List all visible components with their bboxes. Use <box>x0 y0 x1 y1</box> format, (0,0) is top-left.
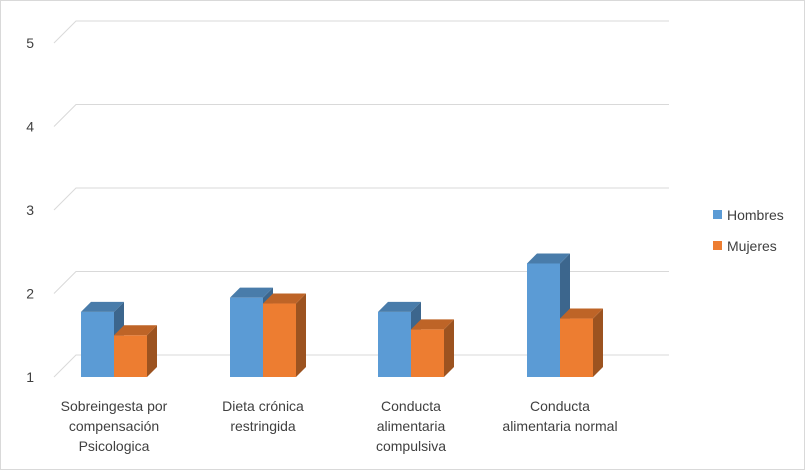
bar-top <box>81 301 124 312</box>
x-tick-label-line: alimentaria <box>377 418 446 434</box>
bar-front <box>527 263 560 377</box>
legend-label: Hombres <box>727 207 784 223</box>
bar-top <box>527 253 570 264</box>
x-tick-label-line: Conducta <box>530 398 590 414</box>
bar-front <box>378 311 411 377</box>
legend: Hombres Mujeres <box>713 207 784 254</box>
bar-front <box>230 297 263 377</box>
x-axis: Sobreingesta por compensación Psicologica D… <box>61 398 618 454</box>
bar-front <box>114 335 147 377</box>
y-tick-label: 1 <box>26 369 34 385</box>
bar-side <box>147 325 157 377</box>
gridlines <box>53 20 669 378</box>
bar-top <box>230 287 273 298</box>
x-tick-label-line: compensación <box>69 418 159 434</box>
gridline <box>53 20 669 44</box>
gridline <box>53 271 669 294</box>
bar <box>560 308 603 377</box>
bar-front <box>560 318 593 377</box>
bar-top <box>114 325 157 336</box>
bar <box>411 319 454 377</box>
x-tick-label-line: Sobreingesta por <box>61 398 168 414</box>
y-tick-label: 5 <box>26 35 34 51</box>
bar-front <box>411 329 444 377</box>
y-tick-label: 2 <box>26 286 34 302</box>
x-tick-label: Conducta alimentaria normal <box>502 398 617 434</box>
y-tick-label: 3 <box>26 202 34 218</box>
x-tick-label: Sobreingesta por compensación Psicologica <box>61 398 168 454</box>
x-tick-label: Conducta alimentaria compulsiva <box>376 398 446 454</box>
bar-top <box>411 319 454 330</box>
y-axis: 1 2 3 4 5 <box>26 35 34 385</box>
bar <box>263 293 306 377</box>
y-tick-label: 4 <box>26 119 34 135</box>
legend-label: Mujeres <box>727 238 777 254</box>
bars <box>81 253 603 377</box>
x-tick-label: Dieta crónica restringida <box>222 398 304 434</box>
bar-front <box>81 311 114 377</box>
bar-side <box>593 308 603 377</box>
bar-top <box>263 293 306 304</box>
bar-side <box>444 319 454 377</box>
x-tick-label-line: restringida <box>230 418 296 434</box>
bar-top <box>560 308 603 319</box>
bar-side <box>296 293 306 377</box>
bar <box>81 301 124 377</box>
legend-swatch <box>713 241 722 250</box>
bar <box>114 325 157 377</box>
bar-top <box>378 301 421 312</box>
legend-swatch <box>713 210 722 219</box>
bar-front <box>263 303 296 377</box>
x-tick-label-line: compulsiva <box>376 438 446 454</box>
x-tick-label-line: alimentaria normal <box>502 418 617 434</box>
gridline <box>53 187 669 211</box>
gridline <box>53 354 669 378</box>
x-tick-label-line: Psicologica <box>79 438 150 454</box>
x-tick-label-line: Dieta crónica <box>222 398 304 414</box>
x-tick-label-line: Conducta <box>381 398 441 414</box>
gridline <box>53 104 669 127</box>
